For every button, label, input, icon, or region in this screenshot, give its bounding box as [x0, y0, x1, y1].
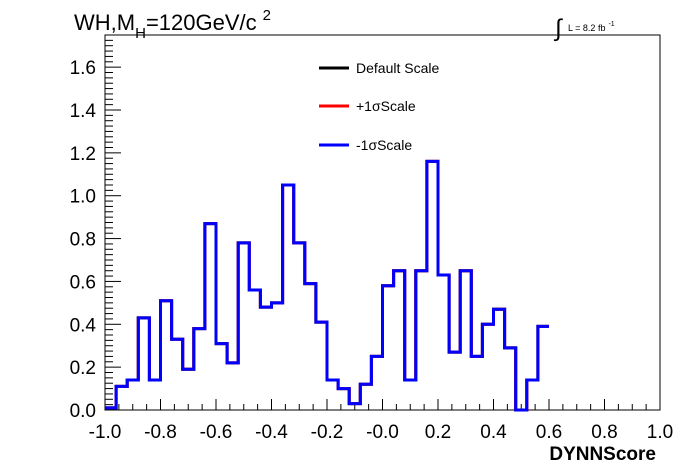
- y-axis: 0.0 0.2 0.4 0.6 0.8 1.0 1.2 1.4 1.6: [70, 34, 121, 422]
- x-tick-label: -0.0: [366, 422, 399, 443]
- x-tick-label: -1.0: [89, 422, 122, 443]
- x-tick-label: 0.8: [591, 422, 617, 443]
- x-axis-title: DYNNScore: [549, 444, 656, 465]
- x-tick-label: -0.6: [200, 422, 233, 443]
- lumi-superscript: -1: [608, 21, 614, 28]
- x-tick-label: 1.0: [647, 422, 673, 443]
- y-tick-label: 0.2: [70, 358, 96, 379]
- x-tick-label: -0.2: [311, 422, 344, 443]
- histogram-minus1sigma-scale: [105, 159, 549, 412]
- lumi-text: L = 8.2 fb: [568, 23, 605, 33]
- y-tick-label: 1.2: [70, 144, 96, 165]
- chart-title: WH,MH=120GeV/c 2: [74, 7, 271, 42]
- y-tick-label: 0.0: [70, 401, 96, 422]
- title-subscript: H: [135, 25, 146, 42]
- y-tick-label: 1.6: [70, 58, 96, 79]
- legend: Default Scale +1σScale -1σScale: [319, 60, 439, 153]
- series-layer: [105, 159, 549, 412]
- y-tick-label: 0.4: [70, 315, 97, 336]
- x-tick-label: -0.4: [255, 422, 288, 443]
- x-axis: -1.0 -0.8 -0.6 -0.4 -0.2 -0.0 0.2 0.4 0.6 0.8 1.0: [89, 399, 673, 443]
- y-tick-label: 1.4: [70, 101, 97, 122]
- y-tick-label: 0.6: [70, 272, 96, 293]
- title-main: WH,M: [74, 10, 135, 35]
- x-tick-label: 0.4: [480, 422, 507, 443]
- x-tick-label: 0.6: [536, 422, 562, 443]
- legend-label-plus1sigma: +1σScale: [356, 98, 416, 114]
- legend-label-minus1sigma: -1σScale: [356, 137, 412, 153]
- y-tick-label: 1.0: [70, 187, 96, 208]
- lumi-label: L = 8.2 fb -1: [568, 21, 615, 33]
- y-tick-label: 0.8: [70, 230, 96, 251]
- x-tick-label: 0.2: [425, 422, 451, 443]
- legend-label-default: Default Scale: [356, 60, 439, 76]
- title-superscript: 2: [263, 7, 271, 24]
- x-tick-label: -0.8: [144, 422, 177, 443]
- title-rest: =120GeV/c: [146, 10, 257, 35]
- lumi-integral-symbol: ∫: [553, 15, 563, 42]
